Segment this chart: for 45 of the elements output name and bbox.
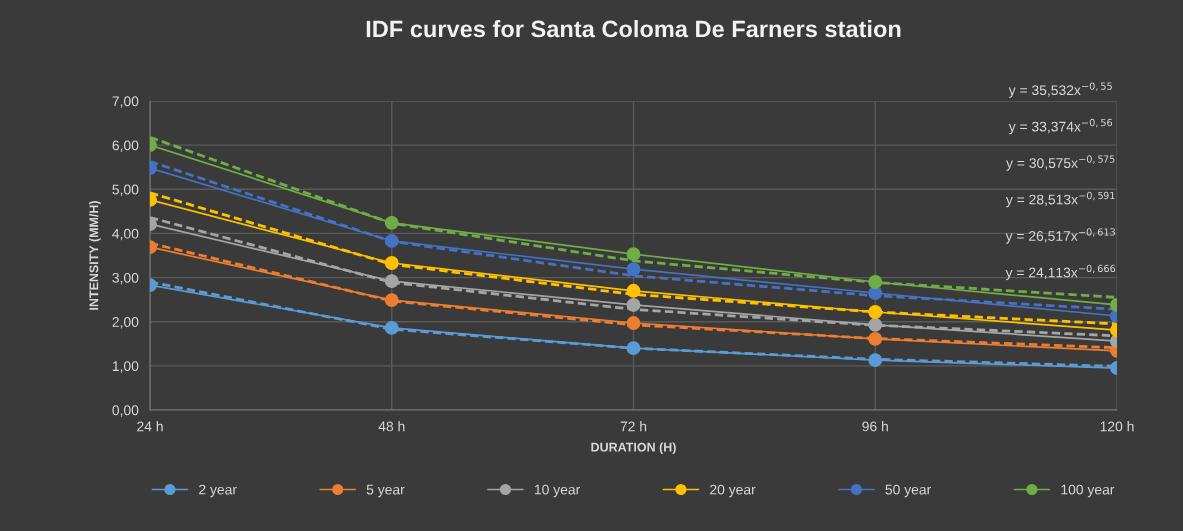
legend-label: 50 year: [885, 484, 931, 498]
y-tick-label: 1,00: [112, 361, 139, 373]
annotation: y = 24,113x$^{−0,666}$: [1005, 264, 1116, 281]
point: [868, 305, 883, 319]
point: [626, 297, 641, 312]
point: [384, 293, 399, 308]
x-tick-label: 48 h: [378, 421, 405, 432]
legend-label: 5 year: [366, 484, 405, 498]
point: [384, 274, 399, 289]
x-tick-label: 24 h: [137, 421, 163, 432]
point: [384, 215, 399, 230]
point: [868, 331, 883, 346]
y-axis-title: INTENSITY (MM/H): [89, 201, 101, 310]
point: [626, 341, 641, 356]
legend-label: 100 year: [1061, 484, 1115, 498]
x-tick-label: 96 h: [862, 421, 888, 432]
annotation: y = 28,513x$^{−0,591}$: [1005, 191, 1115, 208]
point: [626, 283, 641, 298]
point: [868, 353, 883, 368]
y-tick-label: 6,00: [112, 140, 139, 152]
point: [626, 247, 641, 262]
point: [868, 317, 883, 332]
point: [626, 316, 641, 330]
annotation: y = 30,575x$^{−0,575}$: [1006, 155, 1115, 171]
text: y = 35,532x$^{−0,55}$: [1008, 82, 1112, 98]
x-axis-title: DURATION (H): [591, 442, 676, 455]
y-tick-label: 5,00: [112, 184, 139, 197]
chart-title: IDF curves for Santa Coloma De Farners station: [366, 20, 901, 38]
x-tick-label: 72 h: [620, 421, 647, 432]
x-tick-label: 120 h: [1100, 421, 1134, 432]
annotation: y = 33,374x$^{−0,56}$: [1008, 118, 1113, 135]
legend-label: 2 year: [199, 484, 237, 498]
y-tick-label: 4,00: [112, 228, 139, 241]
y-tick-label: 7,00: [112, 96, 139, 108]
legend-label: 10 year: [534, 484, 581, 498]
annotation: y = 26,517x$^{−0,613}$: [1005, 228, 1115, 244]
y-tick-label: 3,00: [112, 272, 139, 285]
point: [868, 275, 883, 289]
point: [384, 233, 399, 248]
legend-label: 20 year: [710, 484, 756, 498]
y-tick-label: 2,00: [112, 317, 139, 329]
y-tick-label: 0,00: [112, 405, 139, 417]
point: [384, 256, 399, 270]
point: [626, 262, 641, 277]
point: [384, 320, 399, 335]
